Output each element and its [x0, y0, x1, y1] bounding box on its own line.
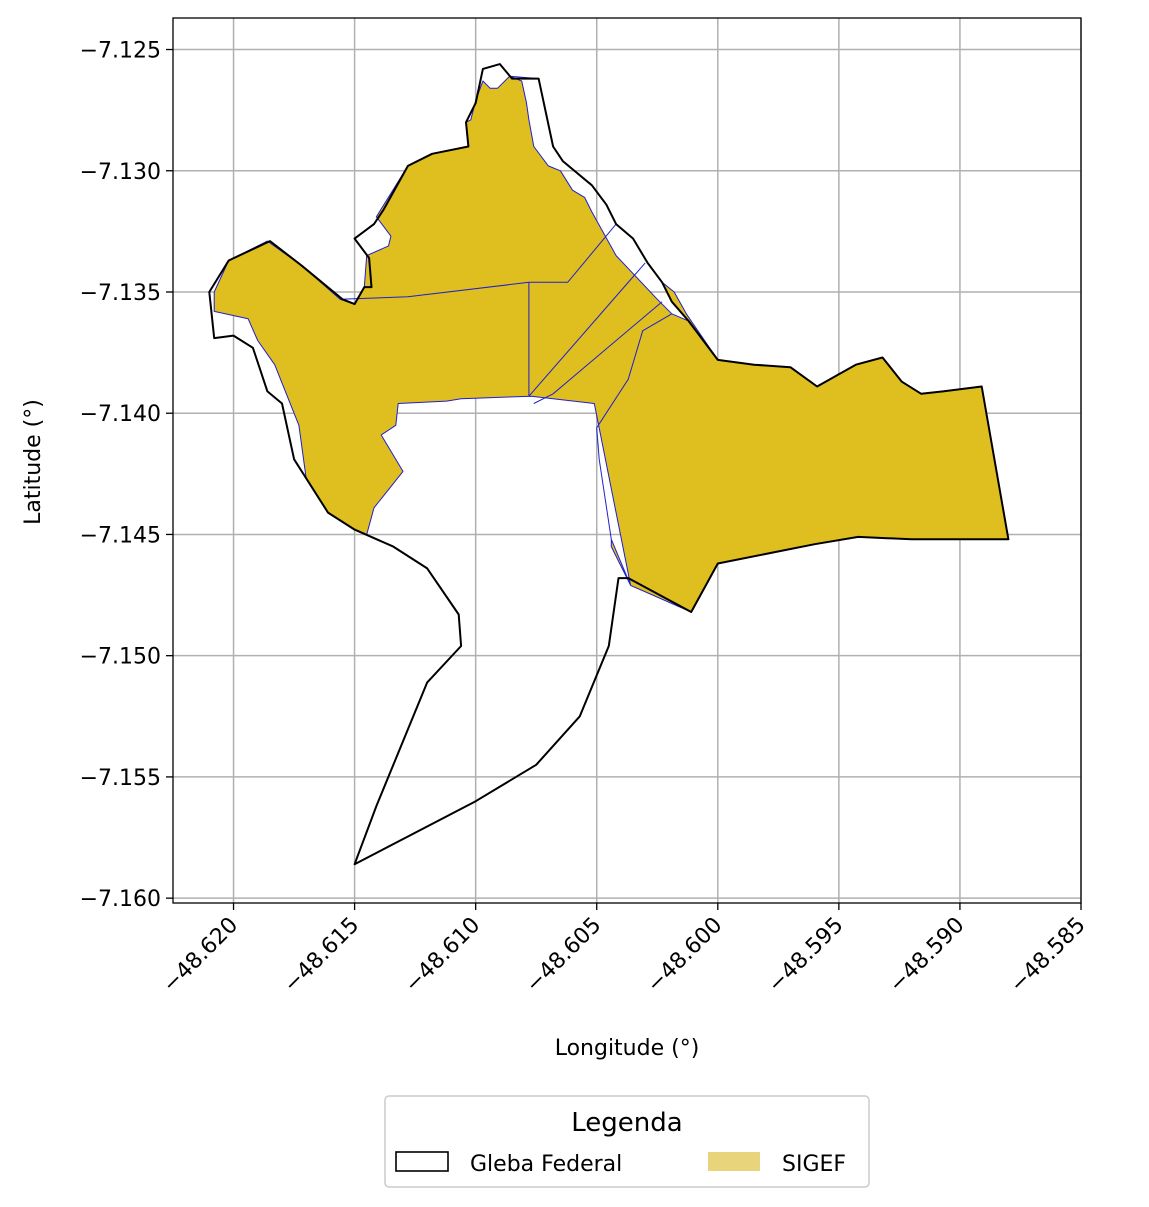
- x-tick-label: −48.610: [400, 913, 485, 998]
- x-tick-label: −48.595: [763, 913, 848, 998]
- x-tick-label: −48.600: [642, 913, 727, 998]
- y-tick-label: −7.135: [80, 281, 161, 306]
- gleba-federal-outline: [208, 63, 1010, 866]
- legend: Legenda Gleba Federal SIGEF: [384, 1095, 870, 1188]
- sigef-parcel-boundary: [533, 301, 663, 404]
- legend-swatch-sigef: [708, 1152, 760, 1171]
- x-tick-label: −48.585: [1006, 913, 1091, 998]
- x-tick-label: −48.615: [279, 913, 364, 998]
- plot-frame: [172, 17, 1082, 904]
- y-tick-label: −7.125: [80, 39, 161, 64]
- y-tick-label: −7.155: [80, 766, 161, 791]
- y-tick-label: −7.130: [80, 160, 161, 185]
- x-tick-label: −48.605: [521, 913, 606, 998]
- y-tick-label: −7.150: [80, 645, 161, 670]
- y-tick-label: −7.160: [80, 887, 161, 912]
- x-axis-ticks: −48.620 −48.615 −48.610 −48.605 −48.600 −48.5…: [158, 903, 1091, 998]
- legend-title: Legenda: [571, 1108, 682, 1138]
- legend-label-gleba: Gleba Federal: [470, 1152, 622, 1177]
- y-axis-ticks: −7.125 −7.130 −7.135 −7.140 −7.145 −7.150 −7.1…: [80, 39, 173, 912]
- y-tick-label: −7.140: [80, 402, 161, 427]
- y-tick-label: −7.145: [80, 523, 161, 548]
- legend-swatch-gleba: [395, 1151, 449, 1172]
- x-axis-label: Longitude (°): [555, 1036, 700, 1061]
- legend-label-sigef: SIGEF: [782, 1152, 846, 1177]
- x-tick-label: −48.620: [158, 913, 243, 998]
- map-polygons: [208, 63, 1010, 866]
- sigef-parcel-boundary: [528, 262, 646, 397]
- x-tick-label: −48.590: [884, 913, 969, 998]
- y-axis-label: Latitude (°): [21, 399, 46, 525]
